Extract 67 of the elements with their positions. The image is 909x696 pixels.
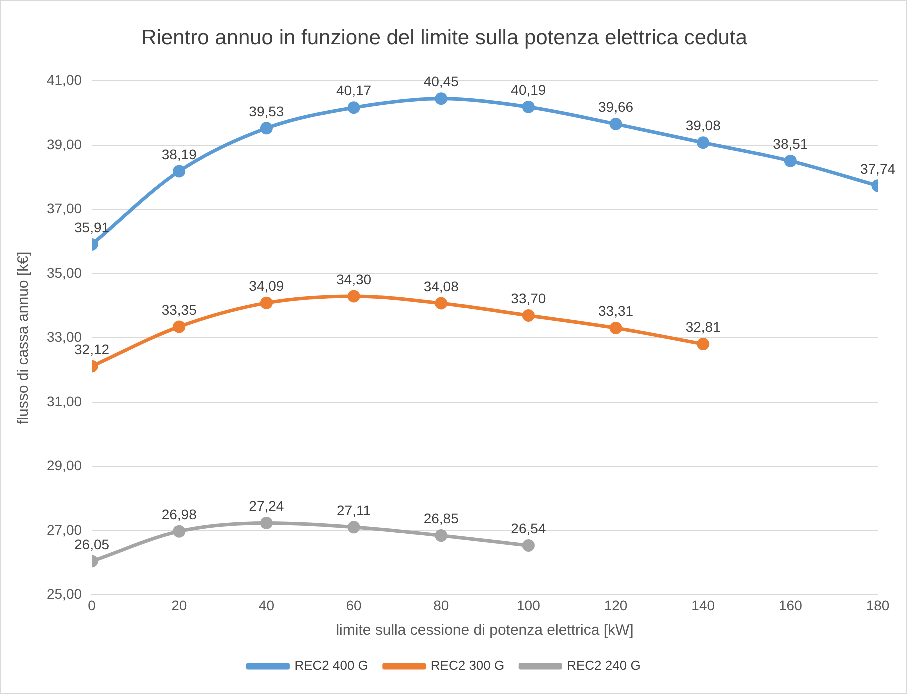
point	[348, 521, 360, 534]
x-tick-label: 100	[517, 597, 541, 614]
data-label: 34,09	[249, 278, 284, 294]
data-label: 38,19	[162, 146, 198, 162]
x-tick-label: 80	[434, 597, 450, 614]
data-label: 34,30	[336, 271, 372, 288]
x-tick-label: 140	[692, 597, 716, 614]
point	[610, 322, 622, 334]
point	[435, 297, 448, 310]
legend-label: REC2 240 G	[567, 658, 641, 674]
data-label: 39,53	[249, 103, 284, 120]
x-tick-label: 120	[604, 597, 628, 614]
point	[435, 92, 448, 106]
data-label: 26,98	[162, 506, 198, 522]
point	[348, 290, 360, 303]
data-label: 27,11	[337, 502, 372, 518]
x-axis-title: limite sulla cessione di potenza elettrica [kW]	[336, 622, 634, 640]
x-tick-label: 0	[88, 597, 96, 614]
legend-label: REC2 300 G	[430, 658, 505, 674]
data-label: 38,51	[773, 136, 808, 152]
data-label: 39,66	[598, 99, 634, 116]
point	[260, 516, 273, 530]
data-label: 35,91	[74, 220, 110, 236]
data-label: 39,08	[686, 118, 722, 134]
y-tick-label: 35,00	[46, 264, 82, 281]
data-label: 26,05	[74, 536, 110, 552]
data-label: 37,74	[860, 160, 896, 177]
point	[173, 320, 186, 334]
x-tick-label: 180	[866, 597, 890, 614]
point	[260, 296, 273, 310]
legend-label: REC2 400 G	[294, 658, 368, 674]
point	[522, 539, 535, 552]
point	[784, 154, 797, 168]
y-tick-label: 41,00	[46, 72, 82, 88]
data-label: 33,31	[598, 303, 634, 320]
y-tick-label: 37,00	[46, 200, 82, 217]
data-label: 33,35	[162, 302, 198, 318]
x-tick-label: 40	[258, 597, 275, 614]
y-axis-title: flusso di cassa annuo [k€]	[15, 252, 32, 425]
data-label: 27,24	[249, 498, 284, 514]
y-tick-label: 31,00	[46, 393, 82, 410]
data-label: 26,85	[424, 510, 460, 527]
data-label: 40,45	[424, 74, 460, 90]
point	[697, 136, 710, 150]
point	[610, 118, 622, 130]
point	[348, 102, 360, 114]
x-tick-label: 20	[172, 597, 188, 614]
data-label: 33,70	[511, 290, 546, 307]
chart-title: Rientro annuo in funzione del limite sulla potenza elettrica ceduta	[142, 26, 748, 50]
point	[522, 309, 535, 322]
point	[173, 165, 186, 178]
data-label: 34,08	[424, 278, 460, 294]
x-tick-label: 160	[778, 597, 803, 614]
point	[173, 525, 186, 538]
y-tick-label: 29,00	[46, 458, 82, 474]
data-label: 40,17	[336, 82, 372, 99]
point	[260, 122, 273, 135]
x-tick-label: 60	[346, 597, 362, 614]
y-tick-label: 27,00	[46, 522, 82, 538]
data-label: 26,54	[511, 520, 546, 537]
y-tick-label: 39,00	[46, 136, 82, 152]
y-tick-label: 25,00	[46, 586, 82, 602]
point	[522, 100, 535, 114]
point	[697, 338, 710, 351]
data-label: 40,19	[511, 82, 546, 98]
point	[435, 530, 448, 542]
data-label: 32,81	[686, 319, 722, 336]
